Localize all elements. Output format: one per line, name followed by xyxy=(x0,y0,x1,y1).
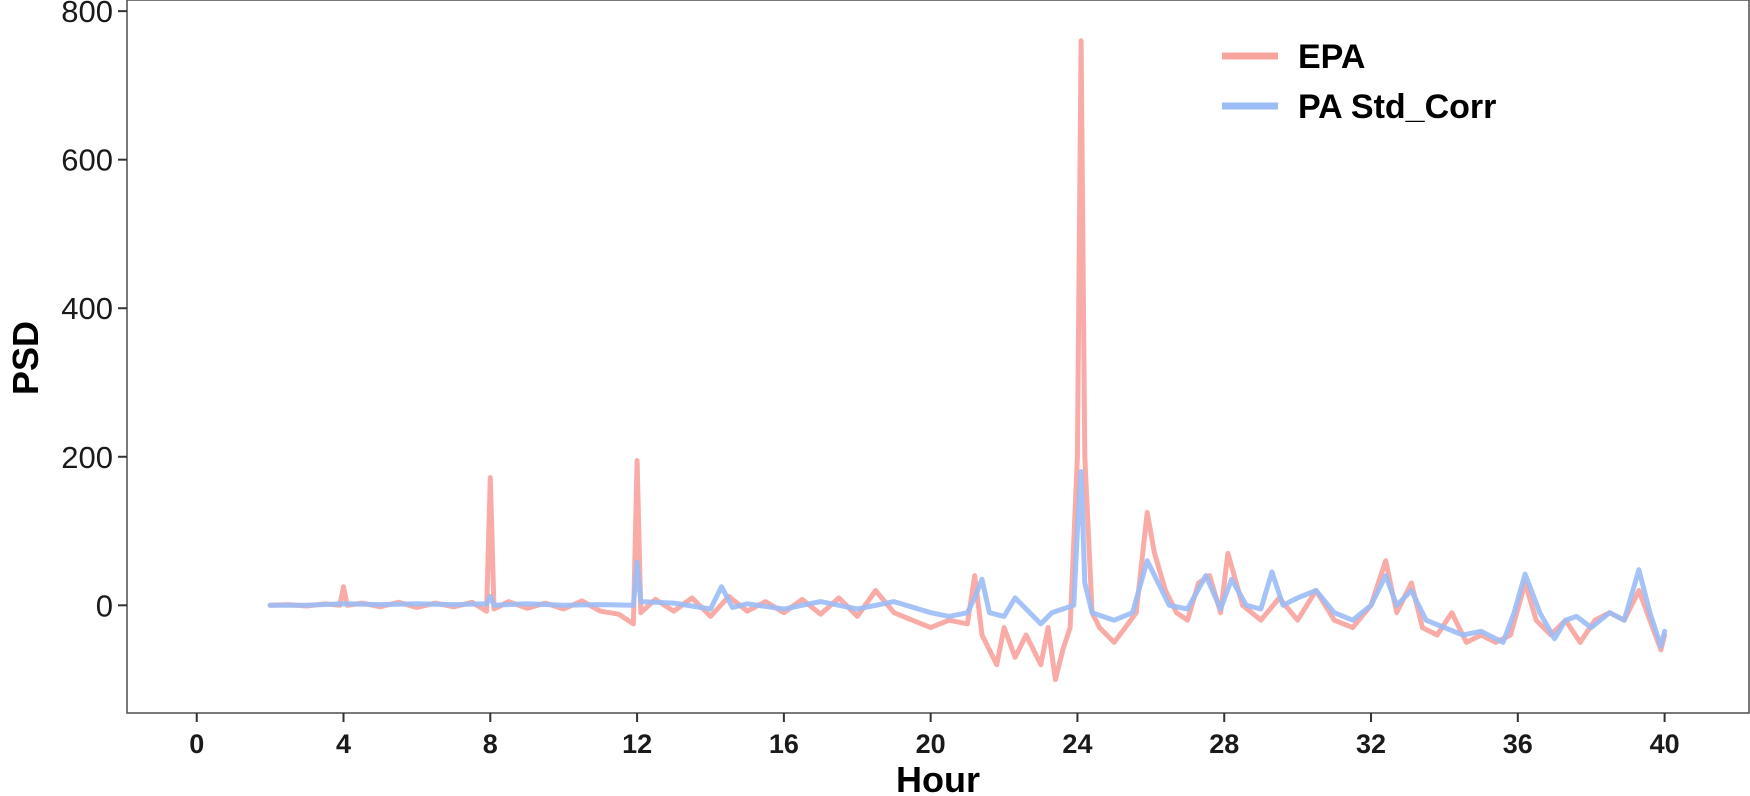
x-tick-label: 20 xyxy=(916,729,946,759)
x-tick-label: 16 xyxy=(769,729,799,759)
x-tick-label: 12 xyxy=(622,729,652,759)
y-axis-title: PSD xyxy=(5,321,46,395)
y-tick-label: 0 xyxy=(96,588,113,623)
series-line-1 xyxy=(267,469,1668,649)
x-axis: 0 4 8 12 16 20 24 28 32 36 40 xyxy=(189,713,1680,759)
legend-label-1: PA Std_Corr xyxy=(1298,88,1496,126)
x-tick-label: 0 xyxy=(189,729,204,759)
legend: EPA PA Std_Corr xyxy=(1222,38,1496,126)
x-tick-label: 36 xyxy=(1503,729,1533,759)
x-tick-label: 24 xyxy=(1062,729,1092,759)
x-tick-label: 8 xyxy=(483,729,498,759)
y-axis: 0 200 400 600 800 xyxy=(61,0,127,623)
series-layer xyxy=(267,38,1668,683)
x-axis-title: Hour xyxy=(896,759,980,796)
plot-panel xyxy=(126,0,1750,714)
x-tick-label: 40 xyxy=(1650,729,1680,759)
y-tick-label: 800 xyxy=(61,0,113,29)
y-tick-label: 200 xyxy=(61,440,113,475)
x-tick-label: 32 xyxy=(1356,729,1386,759)
x-tick-label: 28 xyxy=(1209,729,1239,759)
x-tick-label: 4 xyxy=(336,729,351,759)
y-tick-label: 400 xyxy=(61,291,113,326)
legend-label-0: EPA xyxy=(1298,38,1365,76)
y-tick-label: 600 xyxy=(61,143,113,178)
